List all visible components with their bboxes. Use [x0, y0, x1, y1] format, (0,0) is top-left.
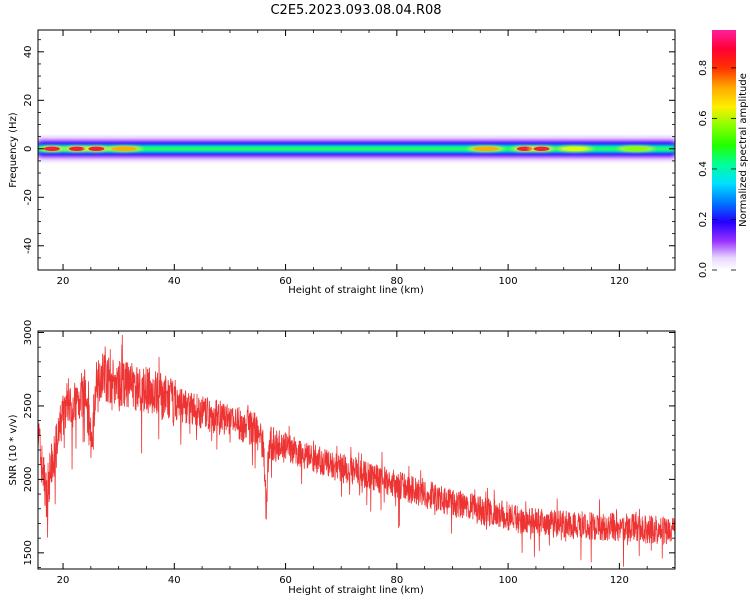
top-y-tick-label: 0	[23, 146, 34, 152]
bottom-y-tick-label: 3000	[23, 320, 34, 345]
top-x-tick-label: 80	[390, 276, 403, 287]
hotspot	[111, 146, 138, 151]
hotspot	[472, 146, 499, 151]
hotspot	[561, 146, 588, 151]
hotspot	[68, 146, 85, 151]
colorbar-tick-label: 0.4	[698, 161, 709, 177]
hotspot	[43, 146, 60, 151]
hotspot	[516, 146, 533, 151]
top-y-tick-label: -20	[23, 189, 34, 205]
bottom-y-axis-label: SNR (10 * v/v)	[8, 414, 19, 485]
bottom-x-tick-label: 20	[57, 575, 70, 586]
snr-series-line	[38, 335, 675, 567]
hotspot	[623, 146, 650, 151]
bottom-plot-area	[38, 331, 675, 569]
top-y-tick-label: -40	[23, 238, 34, 254]
top-x-tick-label: 60	[279, 276, 292, 287]
top-x-tick-label: 40	[168, 276, 181, 287]
bottom-x-tick-label: 60	[279, 575, 292, 586]
top-y-tick-label: 20	[23, 94, 34, 107]
band-layer	[38, 147, 675, 151]
colorbar-tick-label: 0.2	[698, 212, 709, 228]
colorbar-tick-label: 0.0	[698, 262, 709, 278]
bottom-x-axis-label: Height of straight line (km)	[288, 585, 424, 596]
colorbar-label: Normalized spectral amplitude	[738, 73, 749, 227]
colorbar-gradient	[712, 30, 736, 270]
bottom-x-tick-label: 40	[168, 575, 181, 586]
top-y-axis-label: Frequency (Hz)	[8, 112, 19, 188]
top-x-tick-label: 100	[499, 276, 518, 287]
top-y-tick-label: 40	[23, 45, 34, 58]
bottom-y-tick-label: 1500	[23, 540, 34, 565]
bottom-x-tick-label: 100	[499, 575, 518, 586]
snr-panel: 20 40 60 80 100 120 1500 2000 2500 3000 Height o…	[8, 320, 676, 596]
bottom-y-tick-label: 2000	[23, 467, 34, 492]
colorbar-tick-label: 0.6	[698, 110, 709, 126]
spectrogram-panel: 20 40 60 80 100 120 -40 -20 0 20 40 Height of str…	[8, 29, 676, 296]
bottom-y-tick-label: 2500	[23, 393, 34, 418]
spectral-band	[38, 135, 675, 163]
top-plot-frame	[37, 29, 676, 271]
bottom-x-tick-label: 120	[610, 575, 629, 586]
colorbar-tick-label: 0.8	[698, 60, 709, 76]
top-x-tick-label: 20	[57, 276, 70, 287]
colorbar: 0.0 0.2 0.4 0.6 0.8 Normalized spectral ampl…	[698, 30, 749, 278]
hotspot	[533, 146, 550, 151]
top-x-tick-label: 120	[610, 276, 629, 287]
top-x-axis-label: Height of straight line (km)	[288, 285, 424, 296]
chart-title: C2E5.2023.093.08.04.R08	[270, 3, 441, 18]
bottom-x-tick-label: 80	[390, 575, 403, 586]
hotspot	[88, 146, 105, 151]
